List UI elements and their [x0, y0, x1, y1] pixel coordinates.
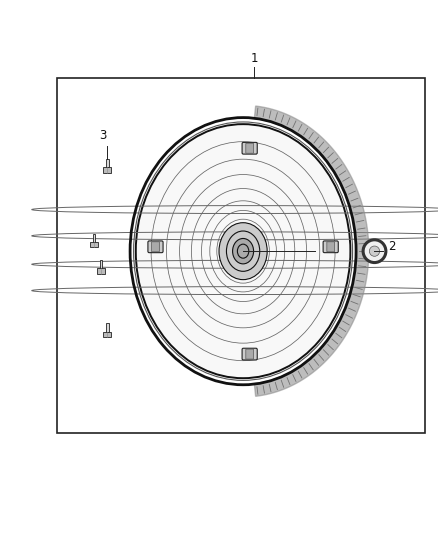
- Bar: [57, 78, 425, 433]
- Bar: [106, 159, 109, 167]
- Bar: [93, 233, 95, 242]
- Bar: [99, 260, 102, 268]
- Ellipse shape: [136, 124, 350, 378]
- Text: 2: 2: [389, 240, 396, 253]
- Text: 1: 1: [250, 52, 258, 65]
- FancyBboxPatch shape: [242, 142, 257, 154]
- Polygon shape: [254, 106, 369, 397]
- Ellipse shape: [233, 238, 254, 264]
- Bar: [103, 332, 111, 337]
- FancyBboxPatch shape: [246, 143, 254, 153]
- Bar: [106, 324, 109, 332]
- Bar: [97, 268, 105, 273]
- FancyBboxPatch shape: [148, 241, 163, 253]
- Circle shape: [369, 246, 380, 256]
- Ellipse shape: [219, 223, 267, 280]
- FancyBboxPatch shape: [323, 241, 338, 253]
- Ellipse shape: [226, 231, 260, 271]
- Ellipse shape: [237, 244, 249, 258]
- FancyBboxPatch shape: [327, 242, 335, 252]
- FancyBboxPatch shape: [246, 349, 254, 359]
- Bar: [103, 167, 111, 173]
- FancyBboxPatch shape: [152, 242, 159, 252]
- Bar: [90, 242, 98, 247]
- Circle shape: [363, 240, 386, 263]
- FancyBboxPatch shape: [242, 348, 257, 360]
- Text: 3: 3: [99, 128, 106, 142]
